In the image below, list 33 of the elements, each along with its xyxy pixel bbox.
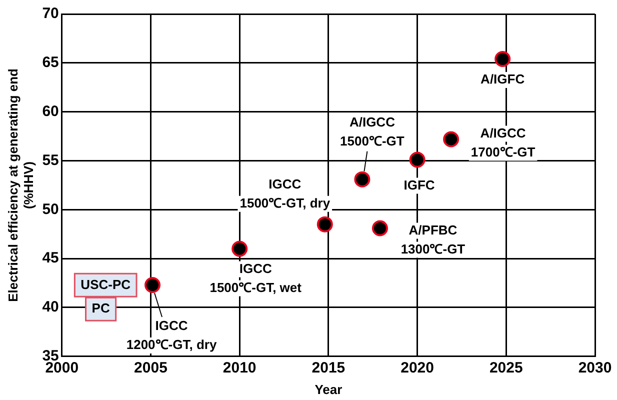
point — [443, 131, 460, 148]
annotation: IGCC 1200℃-GT, dry — [126, 318, 218, 352]
y-tick-label: 50 — [42, 200, 59, 218]
point — [494, 51, 511, 67]
point — [354, 171, 370, 188]
x-tick-label: 2025 — [489, 360, 523, 377]
annotation: USC-PC — [80, 276, 132, 292]
annotation: IGCC 1500℃-GT, wet — [210, 260, 302, 295]
y-tick-label: 45 — [42, 250, 59, 267]
x-tick-label: 2005 — [134, 360, 168, 377]
point — [409, 152, 426, 168]
y-tick-label: 40 — [42, 298, 59, 316]
y-tick-label: 65 — [42, 54, 59, 72]
y-tick-label: 55 — [42, 152, 59, 169]
annotation: A/IGCC 1500℃-GT — [340, 114, 404, 148]
annotation: A/IGFC — [480, 72, 526, 87]
annotation: IGCC 1500℃-GT, dry — [240, 176, 331, 210]
x-tick-label: 2010 — [222, 360, 256, 377]
y-tick-label: 60 — [42, 102, 59, 120]
annotation: A/PFBC 1300℃-GT — [400, 222, 466, 256]
annotation: IGFC — [404, 177, 436, 192]
point — [232, 240, 248, 257]
y-tick-label: 70 — [42, 5, 59, 22]
point — [372, 220, 388, 236]
x-tick-label: 2020 — [400, 360, 434, 377]
point — [316, 216, 333, 232]
x-tick-label: 2015 — [312, 360, 346, 377]
x-axis-title: Year — [314, 382, 342, 397]
x-tick-label: 2030 — [578, 360, 612, 377]
y-axis-title: Electrical efficiency at generating end (%HHV) — [5, 68, 36, 302]
point — [144, 276, 161, 293]
annotation: PC — [92, 300, 110, 316]
annotation: A/IGCC 1700℃-GT — [470, 125, 536, 160]
